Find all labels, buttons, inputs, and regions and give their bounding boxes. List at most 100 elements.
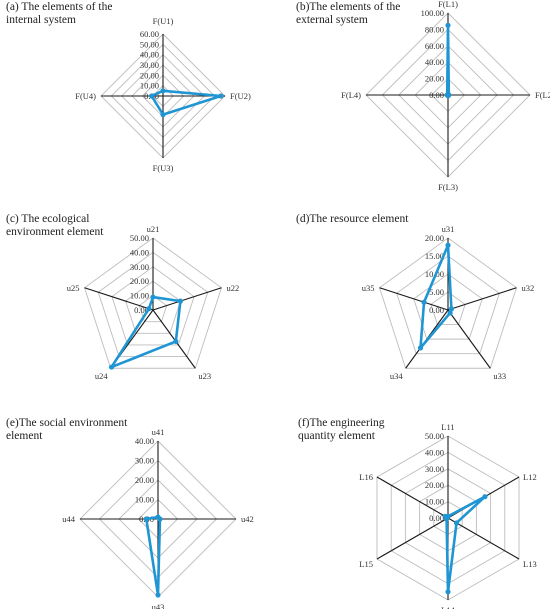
axis-label: F(L3) [438,182,458,192]
axis-label: u25 [67,283,80,293]
tick-label: 50.00 [425,431,444,441]
data-point [445,22,451,28]
axis-label: F(L4) [341,90,361,100]
data-point [448,306,455,312]
axis-spoke [84,287,154,311]
axis-label: u43 [152,602,165,609]
data-point [146,306,152,312]
panel-title: quantity element [298,430,376,442]
data-point [177,298,183,304]
tick-label: 100.00 [421,8,444,18]
tick-label: 30.00 [140,60,159,70]
tick-label: 10.00 [140,81,159,91]
axis-label: u21 [147,224,160,234]
axis-spoke [447,309,491,369]
tick-label: 10.00 [135,495,154,505]
data-point [482,494,488,500]
panel-title: (b)The elements of the [296,1,400,13]
tick-label: 20.00 [130,276,149,286]
grid-ring [138,295,168,323]
data-point [155,592,161,598]
data-point [447,310,453,316]
tick-label: 10.00 [130,291,149,301]
tick-label: 0.00 [429,513,444,523]
tick-label: 5.00 [429,287,444,297]
data-point [417,345,424,351]
axis-label: F(L2) [535,90,550,100]
axis-label: u31 [442,224,455,234]
series-line [445,23,451,98]
axis-label: u22 [226,283,239,293]
series-line [443,495,487,594]
axis-label: F(U4) [75,91,96,101]
axis-spoke [447,287,517,311]
tick-label: 10.00 [425,269,444,279]
data-point [150,294,156,300]
data-point [149,93,155,99]
panel-title: environment element [6,226,104,238]
axis-spoke [376,517,449,560]
tick-label: 60.00 [140,29,159,39]
data-point [453,520,460,526]
data-point [442,513,448,519]
tick-label: 0.00 [429,90,444,100]
axis-spoke [379,287,449,311]
grid-ring [97,251,209,358]
axis-label: F(U2) [230,91,251,101]
panel-title: (c) The ecological [6,213,89,225]
tick-label: 30.00 [130,262,149,272]
axis-label: u32 [521,283,534,293]
axis-label: L16 [359,472,373,482]
tick-label: 50.00 [130,233,149,243]
grid-ring [396,255,500,355]
data-point [173,338,179,345]
data-point [444,92,450,98]
grid-ring [378,237,518,369]
tick-label: 20.00 [425,233,444,243]
tick-label: 40.00 [425,447,444,457]
data-point [445,589,451,595]
axis-label: L14 [441,605,455,609]
tick-label: 0.00 [429,305,444,315]
data-point [160,88,166,94]
tick-label: 40.00 [140,50,159,60]
tick-label: 20.00 [425,480,444,490]
axis-label: L13 [523,559,537,569]
panel-title: external system [296,14,368,26]
data-point [108,364,115,370]
data-point [160,112,166,118]
axis-label: F(U3) [153,163,174,173]
axis-label: u44 [62,514,76,524]
tick-label: 40.00 [425,57,444,67]
data-point [157,516,163,522]
tick-label: 40.00 [135,436,154,446]
axis-label: u42 [241,514,254,524]
tick-label: 40.00 [130,247,149,257]
tick-label: 30.00 [135,456,154,466]
axis-label: u33 [493,371,506,381]
tick-label: 80.00 [425,24,444,34]
panel-title: element [6,430,43,442]
axis-label: u23 [198,371,211,381]
tick-label: 15.00 [425,251,444,261]
axis-label: u24 [95,371,109,381]
axis-label: F(U1) [153,16,174,26]
radar-panel-e: (e)The social environmentelement0.0010.0… [6,417,254,609]
series-line [419,243,453,350]
grid-ring [430,291,466,326]
grid-ring [111,266,195,346]
tick-label: 10.00 [425,497,444,507]
panel-title: (e)The social environment [6,417,128,429]
radar-panel-d: (d)The resource element 0.00 5.00 10.00 15.0… [296,213,534,381]
tick-label: 20.00 [425,74,444,84]
axis-label: u41 [152,427,165,437]
panel-title: (f)The engineering [298,417,385,429]
panel-title: internal system [6,14,76,26]
panel-title: (d)The resource element [296,213,409,225]
data-point [143,516,149,522]
axis-label: L11 [441,422,454,432]
tick-label: 20.00 [140,70,159,80]
